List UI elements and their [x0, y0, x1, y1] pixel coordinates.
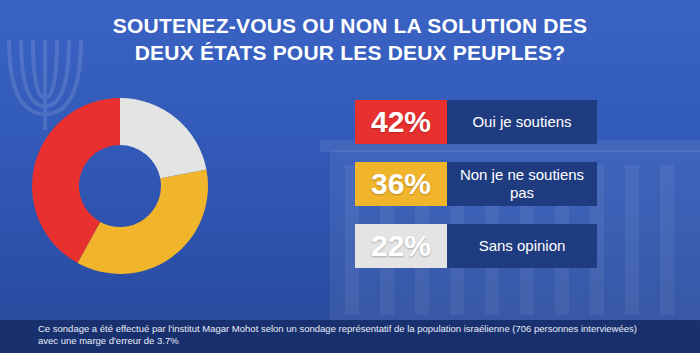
title: SOUTENEZ-VOUS OU NON LA SOLUTION DES DEU… — [100, 12, 600, 66]
building — [330, 150, 700, 320]
column — [625, 165, 639, 315]
value-label: 22% — [355, 224, 447, 268]
legend-row: 42%Oui je soutiens — [355, 100, 597, 144]
legend-label: Non je ne soutiens pas — [447, 162, 597, 206]
value-label: 42% — [355, 100, 447, 144]
legend-label: Oui je soutiens — [447, 100, 597, 144]
value-label: 36% — [355, 162, 447, 206]
slice — [78, 170, 208, 274]
legend-label: Sans opinion — [447, 224, 597, 268]
slice — [120, 98, 206, 178]
legend-row: 36%Non je ne soutiens pas — [355, 162, 597, 206]
slices — [32, 98, 208, 274]
legend-row: 22%Sans opinion — [355, 224, 597, 268]
column — [660, 165, 674, 315]
footnote: Ce sondage a été effectué par l'institut… — [38, 323, 658, 347]
